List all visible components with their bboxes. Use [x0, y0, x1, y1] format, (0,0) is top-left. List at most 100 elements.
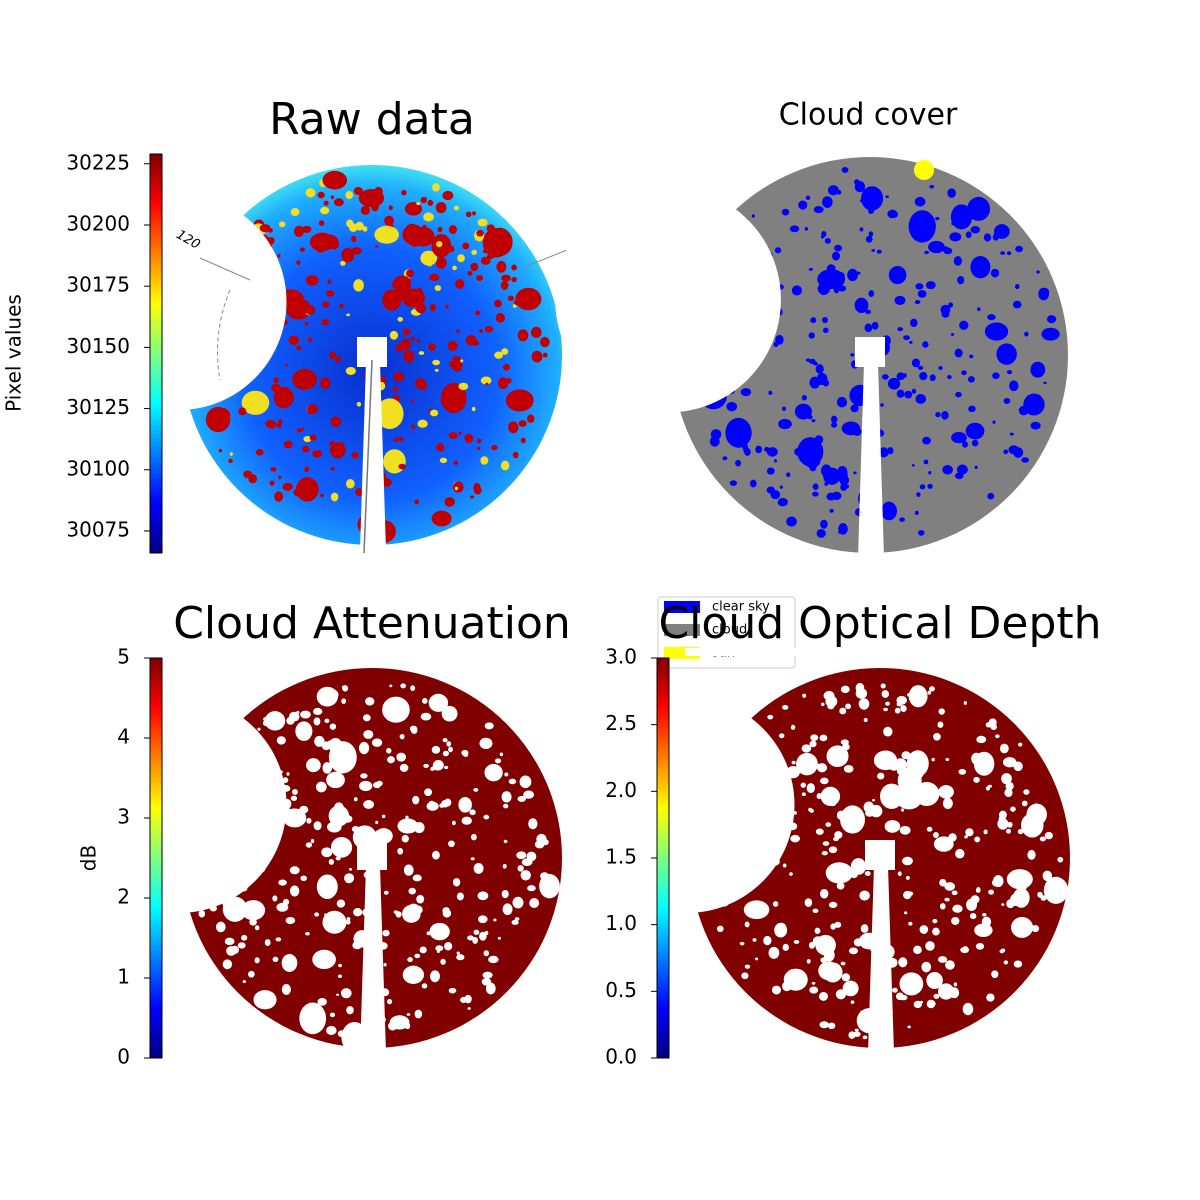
sky-blob [497, 936, 502, 940]
sky-blob [218, 448, 223, 453]
sky-blob [436, 241, 443, 248]
sky-blob [869, 804, 883, 818]
sky-blob [884, 820, 901, 833]
sky-blob [1006, 869, 1033, 890]
sky-blob [416, 202, 421, 206]
sky-blob [412, 795, 420, 805]
sky-blob [400, 683, 407, 689]
sky-blob [333, 198, 344, 207]
sky-blob [834, 921, 842, 928]
sky-blob [432, 183, 440, 192]
sky-blob [841, 973, 851, 982]
sky-blob [861, 186, 884, 211]
colorbar-tick-label: 30225 [66, 150, 130, 174]
sky-blob [1035, 820, 1040, 825]
sky-blob [935, 411, 941, 418]
sky-blob [817, 282, 831, 295]
sky-blob [526, 851, 537, 862]
sky-blob [887, 209, 898, 219]
sky-blob [956, 464, 968, 475]
sky-blob [938, 708, 945, 715]
sky-blob [822, 327, 829, 334]
sky-blob [435, 257, 447, 269]
sky-blob [420, 250, 438, 266]
sky-blob [927, 690, 931, 695]
sky-blob [793, 811, 797, 815]
sky-blob [292, 788, 298, 795]
sky-blob [484, 722, 494, 730]
sky-blob [444, 798, 452, 807]
sky-blob [500, 281, 509, 290]
sky-blob [953, 982, 958, 987]
sky-blob [473, 929, 480, 935]
sky-blob [336, 899, 346, 908]
sky-blob [903, 911, 908, 915]
sky-blob [812, 761, 817, 766]
sky-blob [896, 789, 922, 810]
sky-blob [542, 352, 548, 358]
sky-blob [404, 202, 423, 216]
sky-blob [974, 923, 993, 937]
sky-blob [841, 166, 849, 173]
sky-blob [816, 793, 823, 800]
sky-blob [348, 868, 353, 871]
legend-swatch [664, 601, 700, 613]
sky-blob [415, 377, 426, 389]
sky-blob [471, 406, 476, 412]
sky-blob [527, 885, 536, 892]
sky-blob [955, 848, 965, 859]
sky-blob [950, 204, 973, 230]
sky-blob [791, 285, 803, 296]
colorbar-tick-label: 30125 [66, 395, 130, 419]
sky-blob [1030, 361, 1046, 378]
colorbar-tick-label: 0 [117, 1045, 130, 1069]
sky-blob [942, 958, 947, 962]
sky-blob [400, 338, 411, 350]
sky-blob [942, 797, 953, 810]
sky-blob [859, 227, 864, 232]
sky-blob [992, 420, 996, 424]
sky-blob [351, 235, 357, 243]
sky-blob [854, 1028, 859, 1032]
sky-blob [299, 247, 305, 252]
sky-blob [829, 508, 834, 513]
sky-blob [403, 328, 410, 336]
sky-blob [739, 941, 745, 946]
sky-blob [485, 382, 489, 386]
sky-blob [914, 215, 935, 238]
sky-blob [396, 752, 406, 762]
sky-blob [819, 1021, 829, 1029]
sky-blob [434, 368, 439, 372]
sky-blob [313, 821, 322, 831]
sky-blob [502, 863, 507, 869]
sky-blob [864, 323, 873, 333]
sky-blob [317, 954, 324, 960]
sky-blob [456, 892, 464, 901]
sky-blob [329, 351, 336, 360]
sky-blob [448, 224, 457, 235]
sky-blob [970, 255, 991, 279]
sky-blob [455, 279, 465, 289]
sky-blob [305, 275, 319, 286]
sky-blob [716, 925, 724, 933]
sky-blob [416, 894, 425, 904]
sky-blob [894, 295, 906, 306]
sky-blob [342, 815, 353, 823]
sky-blob [921, 961, 932, 973]
sky-blob [768, 390, 773, 395]
sky-blob [876, 249, 882, 254]
sky-blob [813, 206, 824, 214]
sky-blob [1057, 856, 1064, 863]
sky-blob [845, 703, 852, 710]
sky-blob [453, 205, 460, 211]
sky-blob [501, 889, 509, 899]
colorbar-tick-label: 30200 [66, 211, 130, 235]
sky-blob [387, 999, 393, 1005]
sky-blob [709, 436, 720, 447]
sky-blob [983, 233, 992, 242]
sky-blob [276, 736, 286, 745]
sky-blob [808, 941, 816, 949]
sky-blob [254, 957, 260, 964]
sky-blob [939, 903, 946, 910]
sky-blob [949, 232, 962, 242]
